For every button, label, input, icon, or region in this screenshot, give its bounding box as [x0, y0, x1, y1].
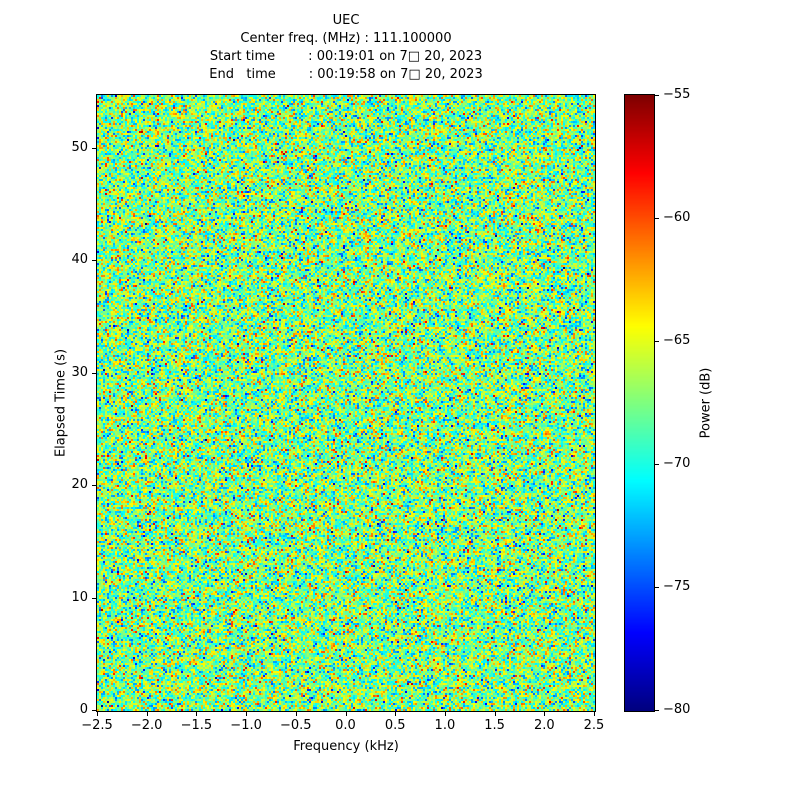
- y-tick-label: 10: [71, 589, 88, 605]
- x-tick-mark: [345, 712, 347, 716]
- y-tick-label: 50: [71, 139, 88, 155]
- colorbar-tick-label: −75: [663, 579, 691, 594]
- colorbar-tick-mark: [655, 95, 659, 96]
- y-tick-mark: [92, 597, 96, 599]
- colorbar-tick-label: −80: [663, 702, 691, 717]
- colorbar-canvas: [625, 95, 654, 711]
- heatmap-canvas: [97, 95, 595, 711]
- y-tick-mark: [92, 260, 96, 262]
- y-tick-mark: [92, 147, 96, 149]
- start-time-line: Start time : 00:19:01 on 7□ 20, 2023: [209, 49, 483, 64]
- x-tick-label: 2.0: [533, 718, 555, 733]
- plot-area: [96, 94, 596, 712]
- colorbar-tick-mark: [655, 587, 659, 588]
- x-tick-mark: [395, 712, 397, 716]
- end-time-line: End time : 00:19:58 on 7□ 20, 2023: [209, 67, 483, 82]
- colorbar-tick-mark: [655, 341, 659, 342]
- chart-title: UEC: [332, 13, 360, 28]
- x-tick-label: 2.5: [583, 718, 605, 733]
- x-tick-mark: [146, 712, 148, 716]
- colorbar-tick-label: −70: [663, 456, 691, 471]
- center-freq-line: Center freq. (MHz) : 111.100000: [240, 31, 452, 46]
- y-tick-label: 40: [71, 252, 88, 268]
- x-tick-mark: [97, 712, 98, 716]
- x-tick-label: −2.0: [130, 718, 163, 733]
- colorbar-tick-mark: [655, 464, 659, 465]
- x-tick-label: 0.5: [384, 718, 406, 733]
- y-tick-mark: [92, 485, 96, 487]
- x-tick-mark: [494, 712, 496, 716]
- x-tick-label: −1.0: [230, 718, 262, 733]
- chart-header: UEC Center freq. (MHz) : 111.100000 Star…: [97, 12, 595, 84]
- colorbar-label: Power (dB): [698, 367, 714, 439]
- colorbar: [624, 94, 655, 712]
- colorbar-tick-mark: [655, 218, 659, 219]
- x-tick-mark: [594, 712, 595, 716]
- y-tick-mark: [92, 372, 96, 374]
- x-tick-mark: [544, 712, 546, 716]
- x-tick-label: 1.0: [434, 718, 456, 733]
- y-tick-label: 20: [71, 477, 88, 493]
- colorbar-tick-label: −55: [663, 87, 691, 102]
- x-tick-label: 0.0: [335, 718, 356, 733]
- x-axis-label: Frequency (kHz): [293, 739, 399, 754]
- y-tick-label: 0: [79, 702, 88, 717]
- x-tick-label: −2.5: [81, 718, 113, 733]
- colorbar-tick-label: −65: [663, 333, 691, 348]
- colorbar-tick-mark: [655, 710, 659, 711]
- x-tick-label: 1.5: [484, 718, 505, 733]
- x-tick-mark: [246, 712, 248, 716]
- x-tick-mark: [444, 712, 446, 716]
- x-tick-label: −0.5: [280, 718, 312, 733]
- colorbar-tick-label: −60: [663, 210, 691, 225]
- x-tick-mark: [196, 712, 198, 716]
- y-tick-label: 30: [71, 364, 88, 380]
- x-tick-mark: [295, 712, 297, 716]
- x-tick-label: −1.5: [180, 718, 213, 733]
- y-tick-mark: [92, 710, 96, 711]
